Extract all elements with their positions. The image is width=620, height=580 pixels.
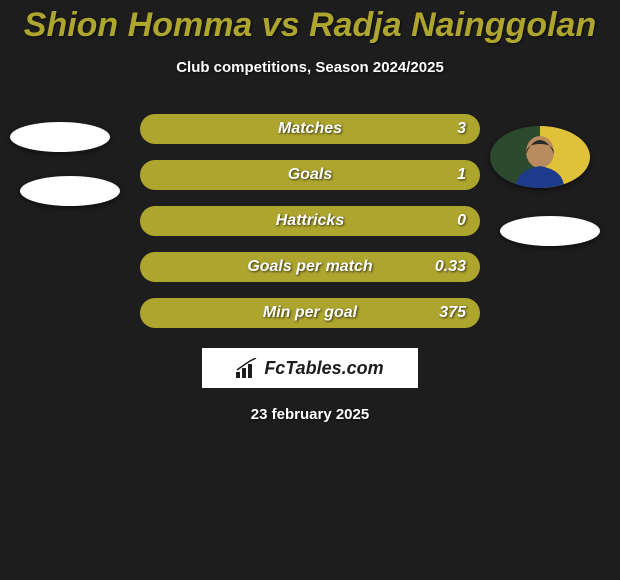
stat-row: Goals 1 xyxy=(140,160,480,190)
stat-value-right: 1 xyxy=(457,166,466,184)
logo-box: FcTables.com xyxy=(202,348,418,388)
stat-value-right: 375 xyxy=(439,304,466,322)
subtitle: Club competitions, Season 2024/2025 xyxy=(0,59,620,76)
decor-ellipse-right xyxy=(500,216,600,246)
logo-text: FcTables.com xyxy=(264,358,383,379)
stat-label: Matches xyxy=(278,120,342,138)
player2-avatar xyxy=(490,126,590,188)
stat-value-right: 0.33 xyxy=(435,258,466,276)
stat-value-right: 0 xyxy=(457,212,466,230)
page-title: Shion Homma vs Radja Nainggolan xyxy=(0,0,620,45)
decor-ellipse-left-2 xyxy=(20,176,120,206)
stat-label: Hattricks xyxy=(276,212,344,230)
stat-row: Min per goal 375 xyxy=(140,298,480,328)
player1-name: Shion Homma xyxy=(24,6,253,44)
logo-chart-icon xyxy=(236,358,258,378)
stat-label: Goals per match xyxy=(247,258,372,276)
stat-label: Goals xyxy=(288,166,332,184)
player2-name: Radja Nainggolan xyxy=(309,6,596,44)
stat-row: Matches 3 xyxy=(140,114,480,144)
stat-row: Goals per match 0.33 xyxy=(140,252,480,282)
vs-text: vs xyxy=(262,6,300,44)
date-text: 23 february 2025 xyxy=(0,406,620,423)
stat-label: Min per goal xyxy=(263,304,357,322)
decor-ellipse-left-1 xyxy=(10,122,110,152)
stat-value-right: 3 xyxy=(457,120,466,138)
stat-row: Hattricks 0 xyxy=(140,206,480,236)
